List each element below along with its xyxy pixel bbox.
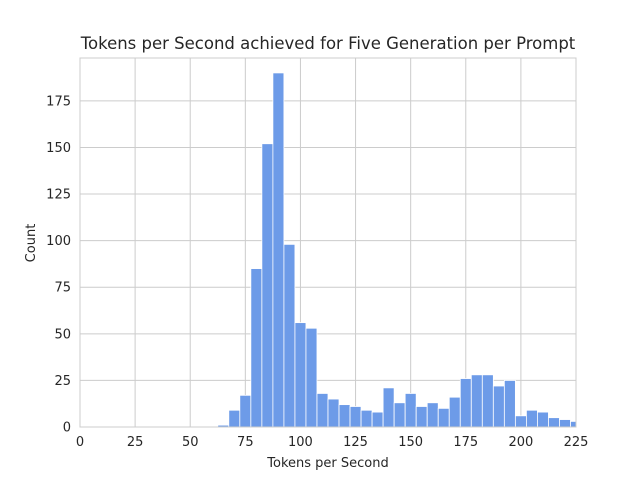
x-tick-label: 200 [508, 435, 533, 450]
histogram-bar [272, 72, 285, 428]
histogram-bar [327, 398, 340, 428]
histogram-bar [239, 394, 252, 428]
x-tick-labels: 0 25 50 75 100 125 150 175 200 225 [76, 435, 589, 450]
histogram-bar [349, 406, 362, 428]
histogram-bar [470, 374, 483, 428]
histogram-bar [283, 243, 296, 428]
x-tick-label: 0 [76, 435, 84, 450]
y-tick-label: 150 [46, 141, 71, 156]
histogram-bar [481, 374, 494, 428]
histogram-bar [261, 143, 274, 428]
y-tick-label: 75 [54, 281, 71, 296]
x-tick-label: 175 [453, 435, 478, 450]
x-tick-label: 125 [343, 435, 368, 450]
histogram-bar [404, 393, 417, 428]
y-tick-label: 0 [63, 421, 71, 436]
histogram-bar [548, 417, 560, 428]
x-tick-label: 150 [398, 435, 423, 450]
y-tick-label: 50 [54, 327, 71, 342]
histogram-bar [459, 378, 472, 428]
histogram-bar [382, 387, 395, 428]
y-tick-label: 100 [46, 234, 71, 249]
histogram-bar [305, 327, 318, 428]
y-tick-label: 125 [46, 188, 71, 203]
histogram-bar [294, 322, 307, 428]
x-tick-label: 100 [288, 435, 313, 450]
y-tick-label: 25 [54, 374, 71, 389]
histogram-bar [228, 409, 241, 428]
x-axis-label: Tokens per Second [266, 456, 388, 471]
x-tick-label: 75 [237, 435, 254, 450]
histogram-bar [514, 415, 527, 428]
histogram-bar [338, 404, 351, 428]
histogram-bar [250, 268, 263, 428]
x-tick-label: 50 [182, 435, 199, 450]
histogram-bar [371, 411, 384, 428]
histogram-bar [559, 419, 571, 428]
histogram-bar [426, 402, 439, 428]
histogram-bar [570, 421, 577, 428]
histogram-bar [415, 406, 428, 428]
histogram-bars [217, 72, 577, 428]
histogram-bar [503, 380, 516, 428]
histogram-bar [526, 409, 538, 428]
histogram-bar [537, 411, 549, 428]
chart-title: Tokens per Second achieved for Five Gene… [80, 34, 576, 53]
histogram-bar [492, 385, 505, 428]
histogram-bar [360, 409, 373, 428]
x-tick-label: 225 [564, 435, 589, 450]
histogram-bar [448, 396, 461, 428]
histogram-bar [437, 407, 450, 428]
histogram-bar [393, 402, 406, 428]
plot-frame [79, 57, 577, 428]
y-tick-labels: 0 25 50 75 100 125 150 175 [46, 94, 71, 435]
x-tick-label: 25 [127, 435, 144, 450]
y-axis-label: Count [24, 224, 39, 263]
y-tick-label: 175 [46, 94, 71, 109]
grid-lines [79, 58, 577, 428]
histogram-bar [316, 393, 329, 428]
